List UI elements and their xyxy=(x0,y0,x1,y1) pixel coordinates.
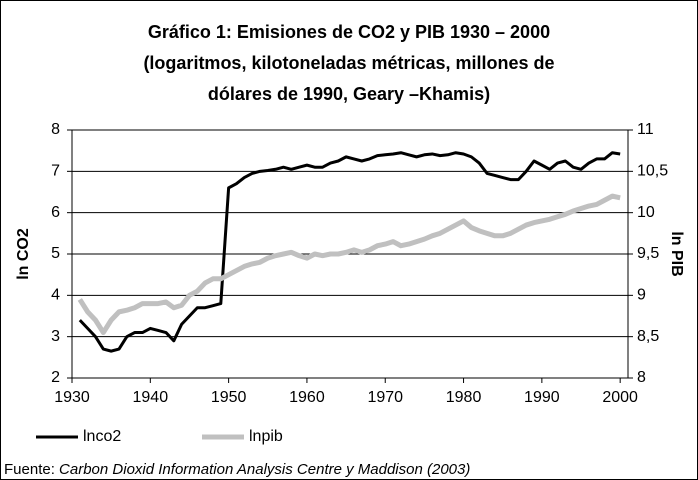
y-tick-label: 3 xyxy=(51,328,60,345)
plot-frame xyxy=(71,129,629,379)
y-tick-label: 7 xyxy=(51,163,60,180)
x-tick-label: 1970 xyxy=(367,389,403,406)
x-tick-label: 1950 xyxy=(211,389,247,406)
chart-title: Gráfico 1: Emisiones de CO2 y PIB 1930 –… xyxy=(148,22,550,42)
x-tick-label: 2000 xyxy=(602,389,638,406)
y2-axis-title: ln PIB xyxy=(668,231,685,276)
y2-tick-label: 8,5 xyxy=(637,328,659,345)
x-tick-label: 1990 xyxy=(524,389,560,406)
chart-title: dólares de 1990, Geary –Khamis) xyxy=(208,84,490,104)
source-prefix: Fuente: xyxy=(4,461,59,478)
legend-label: lnpib xyxy=(249,428,283,445)
source-note: Fuente: Carbon Dioxid Information Analys… xyxy=(4,461,470,478)
y2-tick-label: 8 xyxy=(637,369,646,386)
data-line xyxy=(77,193,621,336)
y2-tick-label: 11 xyxy=(637,121,654,138)
x-tick-label: 1960 xyxy=(289,389,325,406)
y-axis-title: ln CO2 xyxy=(15,228,32,280)
legend-label: lnco2 xyxy=(83,428,121,445)
y-tick-label: 2 xyxy=(51,369,60,386)
y2-tick-label: 9,5 xyxy=(637,245,659,262)
chart-title: (logaritmos, kilotoneladas métricas, mil… xyxy=(143,53,554,73)
y-tick-label: 4 xyxy=(51,287,60,304)
y2-tick-label: 10,5 xyxy=(637,163,668,180)
y-tick-label: 8 xyxy=(51,121,60,138)
data-line xyxy=(78,151,621,353)
y-tick-label: 6 xyxy=(51,204,60,221)
x-tick-label: 1940 xyxy=(133,389,169,406)
x-tick-label: 1980 xyxy=(446,389,482,406)
source-text: Carbon Dioxid Information Analysis Centr… xyxy=(59,461,470,478)
y2-tick-label: 9 xyxy=(637,287,646,304)
x-tick-label: 1930 xyxy=(54,389,90,406)
y2-tick-label: 10 xyxy=(637,204,655,221)
y-tick-label: 5 xyxy=(51,245,60,262)
